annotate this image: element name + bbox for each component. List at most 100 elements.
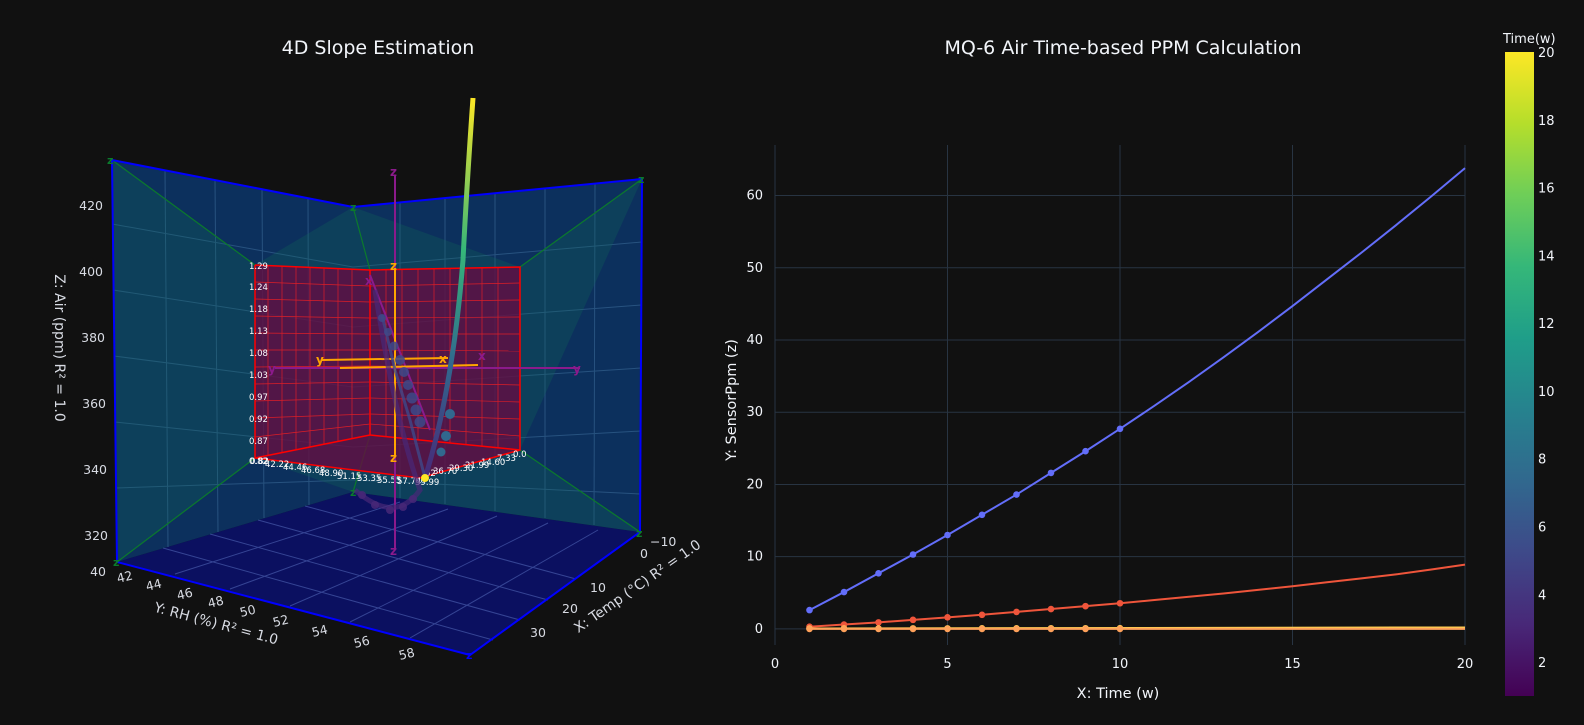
colorbar-tick-label: 18 [1538,114,1555,129]
svg-text:1.24: 1.24 [249,283,268,293]
x-tick-label: 10 [1112,657,1129,672]
series-marker-1 [1013,608,1020,616]
series-marker-3 [978,625,986,633]
svg-text:0.0: 0.0 [513,450,527,460]
x-axis-ticks-3d: −10 0 10 20 30 [530,534,676,640]
chart-series [806,167,1466,633]
svg-text:x: x [439,352,447,366]
trace-3d [353,97,476,514]
svg-text:57.74: 57.74 [397,477,421,487]
scene-3d[interactable]: z z z z z z z [51,97,704,663]
svg-text:z: z [390,259,397,273]
svg-text:420: 420 [79,198,103,213]
y-tick-label: 30 [746,405,763,420]
series-marker-1 [875,619,882,626]
svg-text:y: y [268,362,276,376]
colorbar-tick-label: 16 [1538,182,1555,197]
z-axis-title-3d: Z: Air (ppm) R² = 1.0 [51,274,67,421]
floor [117,492,640,655]
svg-text:14.60: 14.60 [481,458,505,468]
svg-text:z: z [350,486,356,499]
svg-text:z: z [638,173,644,186]
series-marker-3 [806,625,813,633]
series-marker-3 [875,625,882,633]
svg-text:46: 46 [175,584,194,602]
series-line-0 [809,167,1466,611]
svg-text:z: z [390,451,397,465]
svg-text:y: y [316,353,324,367]
svg-text:0.82: 0.82 [250,457,269,467]
svg-text:56: 56 [352,632,371,650]
series-marker-3 [944,625,951,633]
svg-text:0.92: 0.92 [249,415,268,425]
series-marker-0 [909,551,917,558]
svg-text:59.99: 59.99 [415,478,439,488]
x-tick-label: 15 [1284,657,1301,672]
series-marker-0 [1082,447,1089,455]
svg-text:z: z [107,154,113,167]
series-marker-0 [1013,491,1020,498]
inner-box [254,264,521,479]
svg-text:1.13: 1.13 [249,327,268,337]
y-tick-label: 40 [746,333,763,348]
svg-text:z: z [113,556,119,569]
svg-text:400: 400 [79,264,103,279]
svg-text:y: y [573,362,581,376]
svg-text:z: z [466,649,472,662]
svg-text:44: 44 [144,575,163,593]
colorbar-tick-label: 14 [1538,249,1555,264]
purple-axis-markers: z z y y x x [268,165,581,558]
y-tick-label: 60 [746,189,763,204]
svg-text:1.29: 1.29 [249,262,268,272]
y-tick-label: 50 [746,261,763,276]
svg-text:320: 320 [84,528,108,543]
svg-text:46.68: 46.68 [301,466,325,476]
series-marker-0 [1116,425,1124,433]
outer-box [111,159,643,657]
inner-z-ticks: 1.29 1.24 1.18 1.13 1.08 1.03 0.97 0.92 … [249,262,268,467]
line-chart[interactable]: 0 5 10 15 20 0 10 20 30 40 50 60 [746,145,1473,672]
svg-text:29.30: 29.30 [449,464,473,474]
svg-text:20: 20 [562,601,578,616]
x-tick-label: 5 [943,657,951,672]
svg-text:0.82: 0.82 [249,457,268,467]
svg-text:1.18: 1.18 [249,305,268,315]
svg-text:53.35: 53.35 [357,474,381,484]
series-marker-0 [840,588,848,596]
svg-text:52: 52 [425,469,436,479]
colorbar-tick-label: 20 [1538,46,1555,61]
series-marker-3 [1116,625,1124,633]
colorbar-tick-label: 2 [1538,656,1546,671]
colorbar-tick-label: 12 [1538,317,1555,332]
svg-text:58: 58 [397,644,416,662]
svg-text:0.97: 0.97 [249,393,268,403]
svg-text:z: z [390,165,397,179]
svg-text:21.99: 21.99 [465,461,489,471]
svg-text:40: 40 [90,564,106,579]
colorbar-tick-label: 6 [1538,521,1546,536]
orange-axis-markers: y x z z [316,259,447,465]
svg-text:44.46: 44.46 [283,463,307,473]
svg-text:z: z [636,527,642,540]
series-marker-3 [1082,625,1089,633]
svg-text:x: x [478,349,486,363]
svg-text:1.08: 1.08 [249,349,268,359]
svg-text:10: 10 [590,580,606,595]
svg-text:42.22: 42.22 [265,460,289,470]
x-axis-title: X: Time (w) [1077,686,1160,702]
series-marker-0 [875,569,882,577]
svg-text:48: 48 [206,592,225,610]
colorbar: Time(w) 2 4 6 8 10 12 14 16 18 20 [1502,32,1556,696]
y-tick-label: 10 [746,550,763,565]
colorbar-gradient [1505,52,1534,696]
series-marker-0 [1047,469,1055,477]
svg-text:54: 54 [310,621,329,639]
svg-text:36.70: 36.70 [433,467,457,477]
svg-text:340: 340 [83,462,107,477]
x-tick-label: 0 [771,657,779,672]
series-marker-1 [944,614,951,621]
colorbar-ticks: 2 4 6 8 10 12 14 16 18 20 [1538,46,1555,671]
right-chart-title: MQ-6 Air Time-based PPM Calculation [944,37,1301,59]
series-marker-1 [978,611,986,619]
series-marker-3 [840,625,848,633]
